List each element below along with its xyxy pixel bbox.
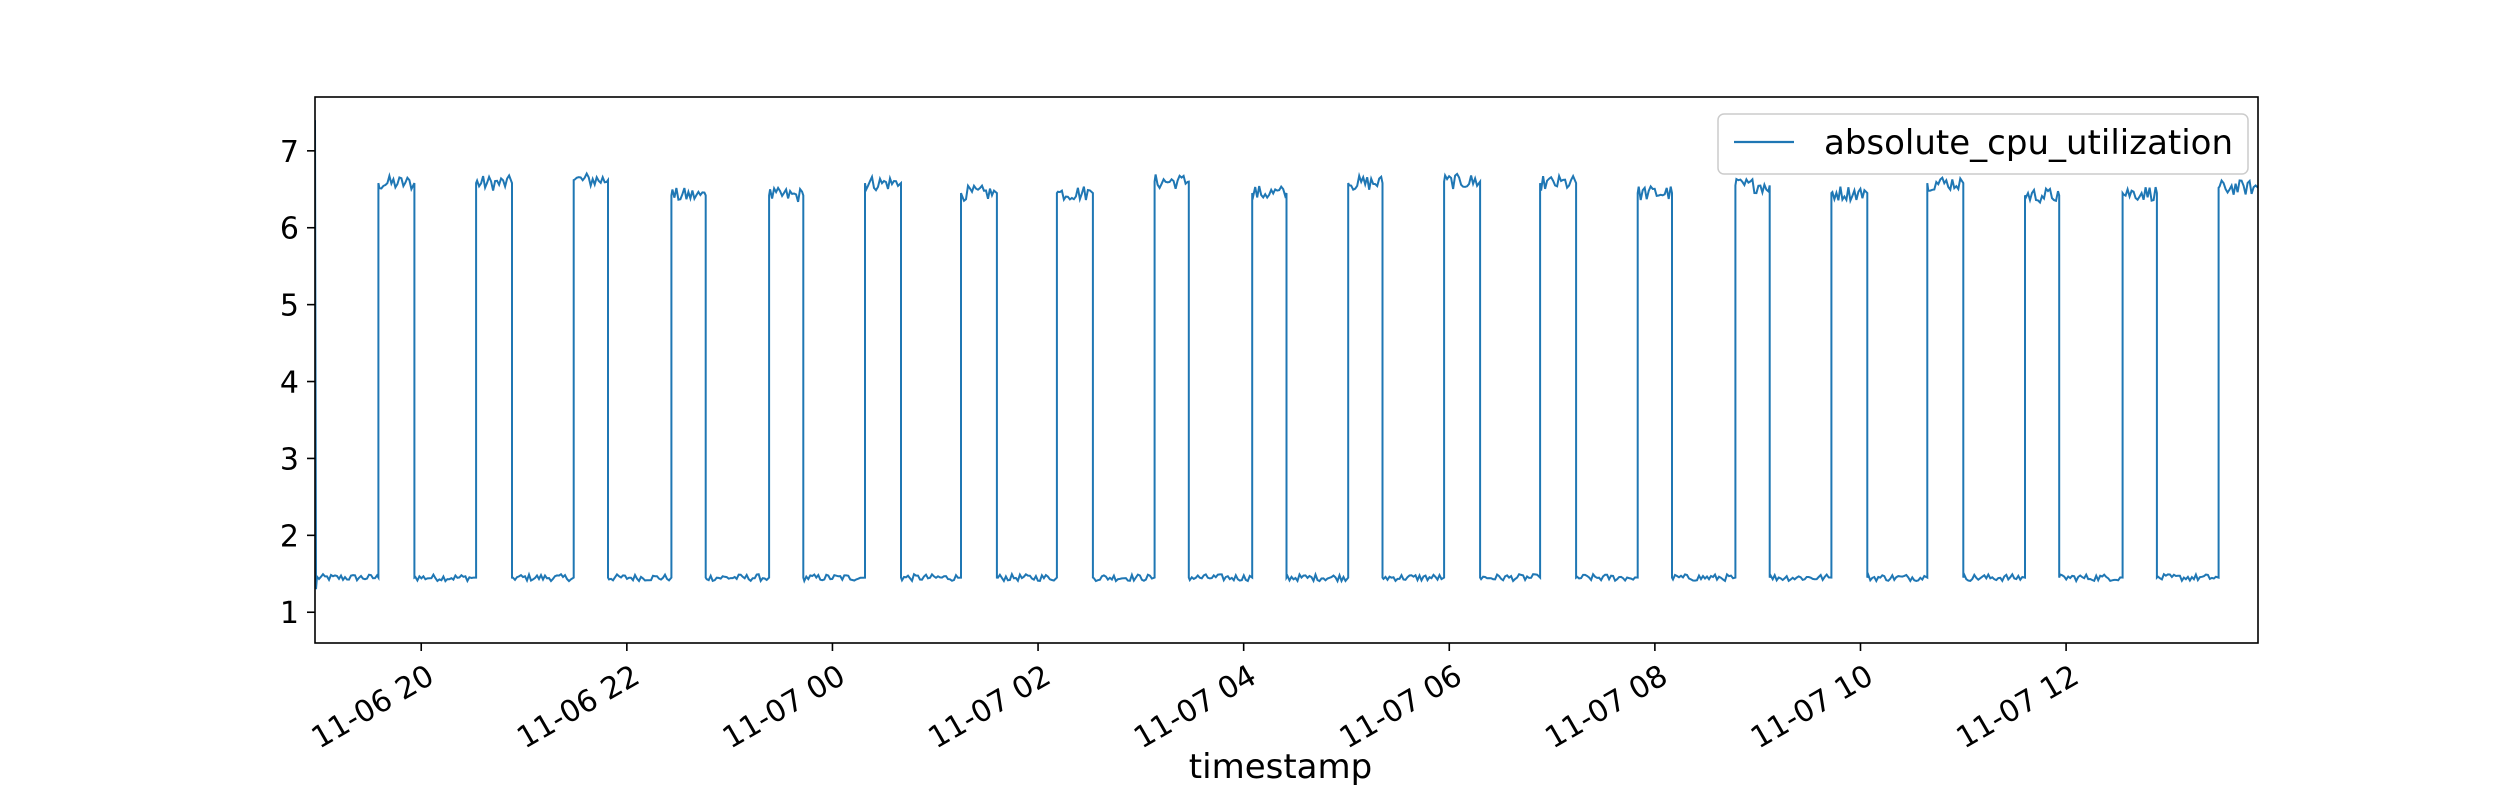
y-tick-label: 6 xyxy=(280,212,299,247)
plot-frame xyxy=(314,96,2259,644)
y-tick-label: 3 xyxy=(280,442,299,477)
legend-box xyxy=(1717,113,2249,175)
y-tick-label: 2 xyxy=(280,519,299,554)
y-tick-label: 1 xyxy=(280,596,299,631)
series-line-absolute-cpu-utilization xyxy=(315,120,2258,590)
legend-label: absolute_cpu_utilization xyxy=(1824,123,2233,163)
legend: absolute_cpu_utilization xyxy=(1717,113,2249,175)
y-tick-label: 5 xyxy=(280,289,299,324)
y-tick-label: 7 xyxy=(280,135,299,170)
x-axis-label: timestamp xyxy=(1189,747,1372,787)
y-tick-label: 4 xyxy=(280,366,299,401)
